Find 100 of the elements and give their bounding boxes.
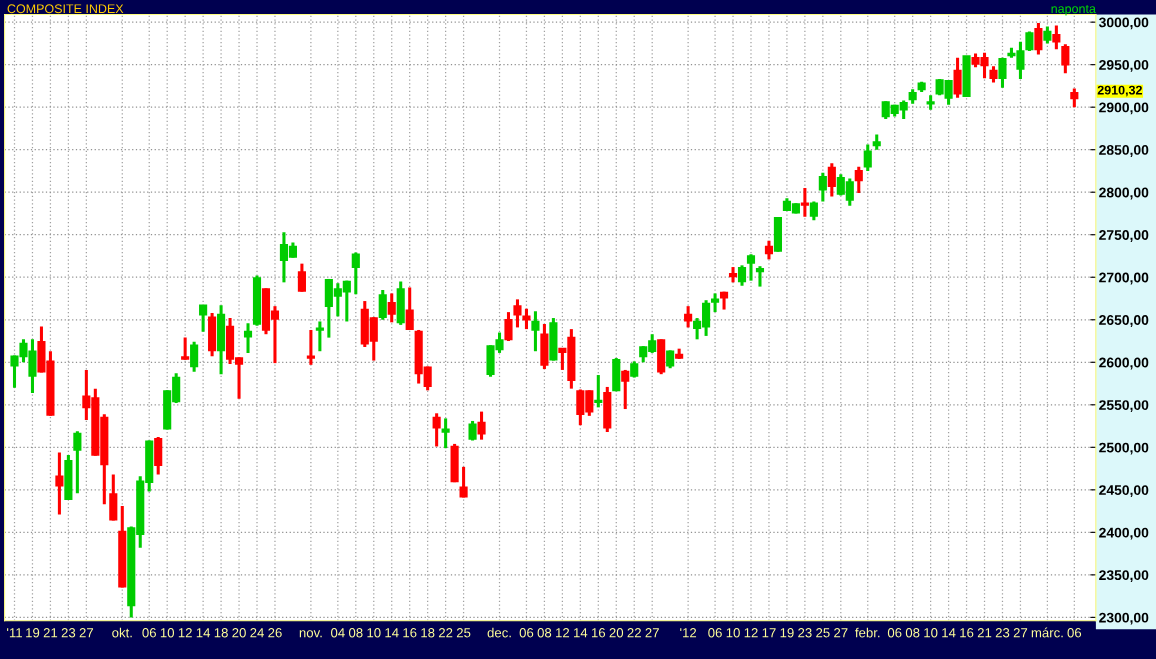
chart-subtitle: naponta <box>1051 4 1096 16</box>
x-tick-label: 08 <box>537 628 552 638</box>
candlestick <box>621 368 630 411</box>
candlestick <box>243 323 253 353</box>
x-tick-label: 10 <box>160 628 175 638</box>
x-tick-label: 16 <box>591 628 606 638</box>
text: 2910,32 <box>1097 85 1142 97</box>
x-tick-label: 08 <box>905 628 920 638</box>
x-tick-label: 19 <box>26 628 40 638</box>
y-tick-label: 2350,00 <box>1099 570 1149 583</box>
candlestick <box>432 413 441 447</box>
candlestick <box>854 166 863 194</box>
x-tick-label: 06 <box>708 628 722 638</box>
y-tick-label: 2700,00 <box>1099 272 1149 285</box>
candlestick <box>387 293 396 323</box>
candlestick <box>737 265 747 286</box>
candlestick <box>746 254 756 281</box>
candlestick <box>818 172 827 202</box>
x-tick-label: 14 <box>196 628 211 638</box>
candlestick <box>1070 88 1079 109</box>
candlestick <box>800 187 809 217</box>
y-tick-label: 2550,00 <box>1099 400 1149 412</box>
x-tick-label: 10 <box>924 628 938 638</box>
y-tick-label: 2600,00 <box>1099 357 1149 370</box>
candlestick <box>73 431 82 495</box>
candlestick <box>531 311 540 353</box>
x-tick-label: márc. <box>1031 627 1063 638</box>
candlestick <box>827 163 836 197</box>
x-tick-label: 04 <box>331 628 345 638</box>
x-tick-label: 27 <box>1013 628 1028 638</box>
x-tick-label: 06 <box>1067 628 1082 638</box>
candlestick <box>513 299 522 328</box>
x-tick-label: 14 <box>942 628 956 638</box>
candlestick <box>953 56 962 98</box>
x-tick-label: 10 <box>726 628 740 638</box>
candlestick <box>306 328 315 365</box>
candlestick <box>378 290 387 320</box>
x-tick-label: 12 <box>178 628 192 638</box>
y-tick-label: 2450,00 <box>1099 485 1149 498</box>
x-tick-label: 16 <box>960 628 974 638</box>
candlestick <box>181 337 190 360</box>
x-tick-label: 27 <box>834 628 848 638</box>
y-tick-label: 2750,00 <box>1099 230 1149 242</box>
y-tick-label: 2800,00 <box>1099 187 1149 200</box>
x-tick-label: 22 <box>438 628 453 638</box>
candlestick <box>710 293 720 314</box>
candlestick <box>190 340 199 372</box>
y-tick-label: 2900,00 <box>1099 102 1149 115</box>
x-tick-label: '11 <box>7 628 22 638</box>
x-tick-label: 12 <box>744 628 758 638</box>
x-tick-label: 23 <box>995 628 1010 638</box>
x-tick-label: 23 <box>798 628 812 638</box>
x-tick-label: 25 <box>456 628 471 638</box>
x-tick-label: 25 <box>816 628 830 638</box>
candlestick <box>297 263 306 292</box>
candlestick <box>522 308 531 331</box>
x-tick-label: 16 <box>403 628 417 638</box>
x-tick-label: 27 <box>645 628 659 638</box>
x-tick-label: '12 <box>680 628 697 638</box>
candlestick <box>684 306 693 328</box>
candlestick <box>468 419 477 441</box>
y-tick-label: 2650,00 <box>1099 315 1149 327</box>
x-tick-label: 17 <box>762 628 776 638</box>
x-tick-label: 18 <box>421 628 435 638</box>
candlestick <box>315 321 324 353</box>
x-tick-label: 26 <box>268 628 282 638</box>
x-tick-label: 10 <box>367 628 381 638</box>
candlestick <box>55 452 64 515</box>
candlestick <box>1061 44 1070 75</box>
x-tick-label: 24 <box>250 628 264 638</box>
candlestick <box>755 266 765 287</box>
candlestick <box>441 418 450 450</box>
x-tick-label: 27 <box>79 628 94 638</box>
x-tick-label: dec. <box>487 627 511 638</box>
candlestick <box>863 144 872 171</box>
candlestick <box>351 252 360 295</box>
x-tick-label: 20 <box>609 628 624 638</box>
x-tick-label: 06 <box>142 628 156 638</box>
x-tick-label: 14 <box>385 628 399 638</box>
y-tick-label: 2300,00 <box>1099 612 1149 625</box>
x-tick-label: 21 <box>43 628 58 638</box>
x-tick-label: 20 <box>232 628 246 638</box>
y-tick-label: 2400,00 <box>1099 527 1149 540</box>
x-tick-label: 21 <box>977 628 992 638</box>
x-tick-label: okt. <box>112 627 132 638</box>
chart-title: COMPOSITE INDEX <box>7 4 124 14</box>
y-tick-label: 2500,00 <box>1099 442 1149 455</box>
candlestick <box>594 375 603 408</box>
x-tick-label: 06 <box>887 628 902 638</box>
x-tick-label: 06 <box>519 628 534 638</box>
x-tick-label: 14 <box>574 628 588 638</box>
x-tick-label: febr. <box>855 627 880 638</box>
candlestick <box>459 465 468 498</box>
y-tick-label: 2850,00 <box>1099 145 1149 157</box>
y-tick-label: 2950,00 <box>1099 60 1149 72</box>
candlestick <box>998 56 1007 88</box>
candlestick <box>764 240 774 260</box>
candlestick <box>477 411 486 440</box>
x-tick-label: 18 <box>214 628 228 638</box>
x-tick-label: 12 <box>556 628 570 638</box>
